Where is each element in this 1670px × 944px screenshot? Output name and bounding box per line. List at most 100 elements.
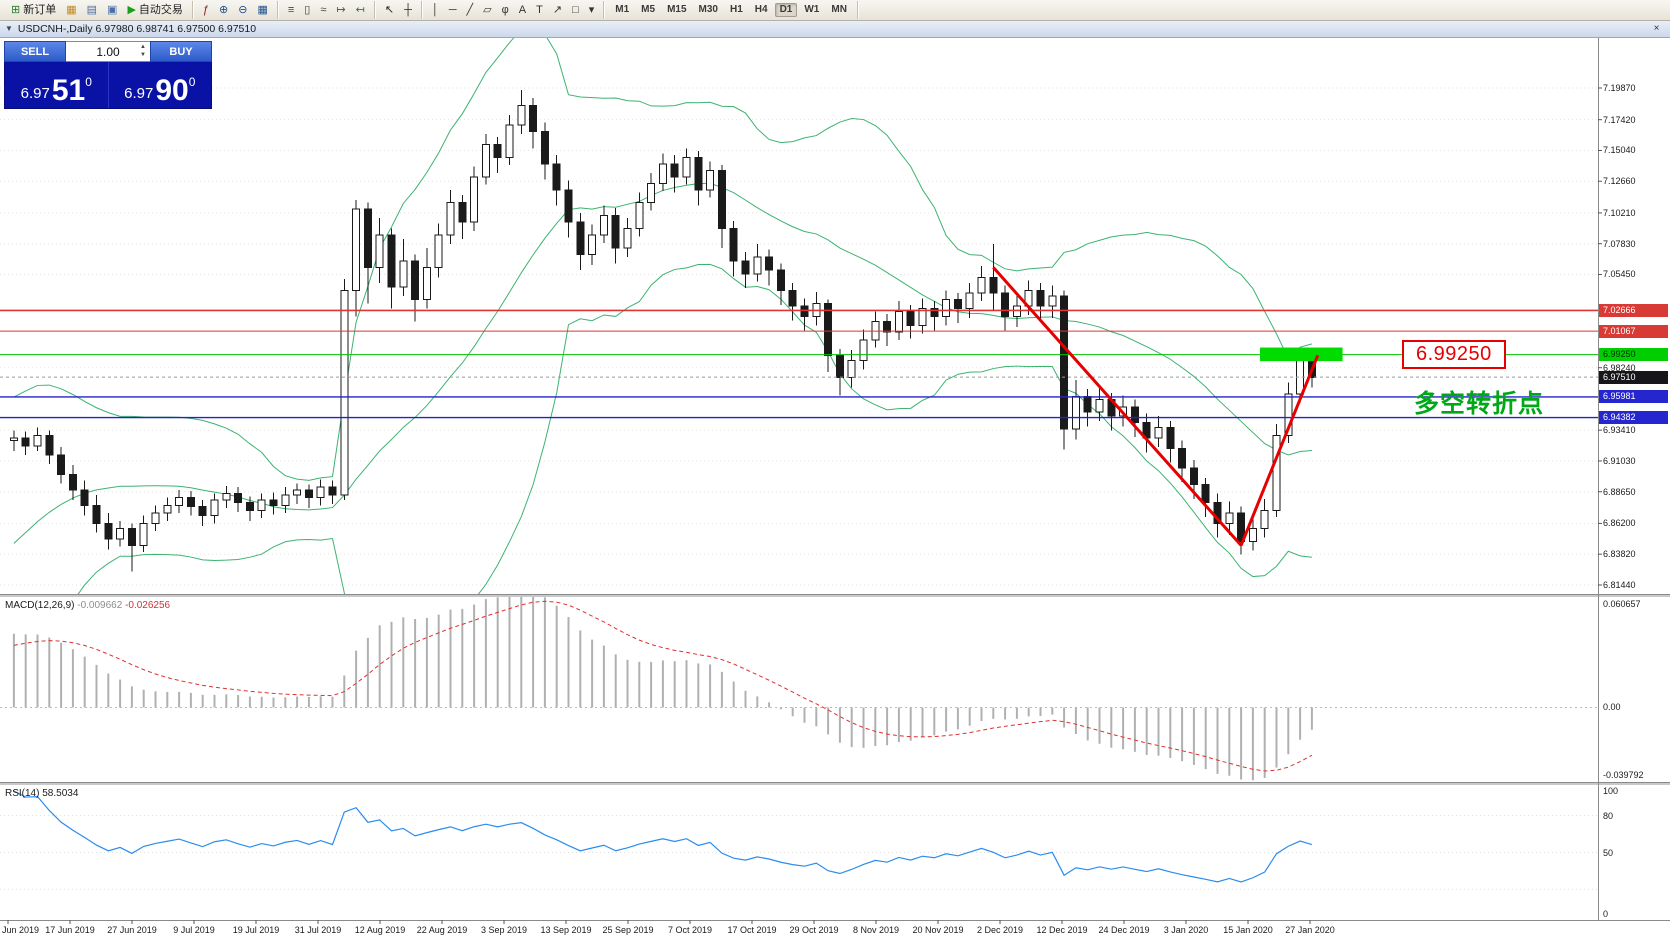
tf-m30-label: M30 [698, 4, 718, 15]
zoom-out-icon[interactable]: ⊖ [234, 3, 251, 18]
resistance-zone-box[interactable] [1259, 347, 1343, 362]
new-order-button-label: 新订单 [23, 3, 57, 16]
lot-value: 1.00 [96, 44, 120, 59]
tf-h4-label: H4 [754, 4, 768, 15]
trendline-2[interactable] [1239, 354, 1320, 546]
buy-price-sup: 0 [188, 75, 196, 89]
fibonacci-icon[interactable]: φ [498, 3, 513, 18]
autotrading-button-label: 自动交易 [138, 3, 183, 16]
sell-button[interactable]: SELL [4, 41, 66, 62]
tf-m30[interactable]: M30 [694, 3, 723, 17]
panel-splitter-1[interactable] [0, 594, 1670, 597]
profiles-icon[interactable]: ▤ [83, 3, 101, 18]
line-chart-icon[interactable]: ≈ [316, 3, 330, 18]
shapes-icon[interactable]: □ [568, 3, 583, 18]
toolbar-group: ↖ ┼ [376, 1, 422, 19]
horizontal-line-icon-glyph: ─ [448, 3, 457, 16]
macd-name: MACD(12,26,9) [5, 600, 75, 611]
tf-m5[interactable]: M5 [636, 3, 660, 17]
tf-h1[interactable]: H1 [725, 3, 748, 17]
toolbar-group: ⊞ 新订单 ▦ ▤ ▣ ▶ 自动交易 [2, 1, 193, 19]
tf-m1[interactable]: M1 [610, 3, 634, 17]
tf-mn[interactable]: MN [826, 3, 852, 17]
charts-icon[interactable]: ▦ [62, 3, 80, 18]
shapes-icon-glyph: □ [572, 3, 579, 16]
toolbar-group: M1 M5 M15 M30 H1 H4 D1 W1 MN [605, 1, 858, 19]
sell-price-panel[interactable]: 6.97 51 0 [5, 62, 109, 108]
trendline-icon-glyph: ╱ [466, 3, 474, 16]
charts-icon-glyph: ▦ [66, 3, 77, 16]
auto-scroll-icon[interactable]: ↦ [332, 3, 349, 18]
arrows-icon[interactable]: ↗ [549, 3, 566, 18]
trendline-icon[interactable]: ╱ [463, 3, 478, 18]
objects-dropdown[interactable]: ▾ [585, 3, 599, 18]
chart-window-title: USDCNH-,Daily 6.97980 6.98741 6.97500 6.… [17, 22, 257, 35]
tile-windows-icon-glyph: ▦ [257, 3, 268, 16]
buy-button[interactable]: BUY [150, 41, 212, 62]
tf-m1-label: M1 [615, 4, 630, 15]
data-window-icon-glyph: ▣ [107, 3, 118, 16]
macd-histogram [12, 597, 1313, 781]
indicators-icon[interactable]: ƒ [199, 3, 213, 18]
trendline-1[interactable] [992, 266, 1243, 547]
vertical-line-icon[interactable]: │ [428, 3, 443, 18]
bollinger-bands [13, 38, 1313, 594]
text-label-icon[interactable]: T [532, 3, 547, 18]
cursor-icon-glyph: ↖ [384, 3, 395, 16]
rsi-line [13, 790, 1313, 883]
bar-chart-icon-glyph: ≡ [287, 3, 295, 16]
tf-m5-label: M5 [641, 4, 656, 15]
buy-price-pips: 90 [155, 73, 189, 107]
horizontal-line-icon[interactable]: ─ [445, 3, 461, 18]
chart-shift-icon[interactable]: ↤ [352, 3, 369, 18]
tf-h4[interactable]: H4 [750, 3, 773, 17]
crosshair-icon-glyph: ┼ [404, 3, 412, 16]
chart-window-icon: ▼ [5, 24, 13, 33]
auto-scroll-icon-glyph: ↦ [336, 3, 346, 16]
tf-w1-label: W1 [804, 4, 820, 15]
tf-m15[interactable]: M15 [662, 3, 691, 17]
macd-signal-value: -0.026256 [125, 600, 171, 611]
price-level-label[interactable]: 6.99250 [1402, 339, 1506, 369]
one-click-trading-panel: SELL 1.00 ▲ ▼ BUY 6.97 51 0 6.97 90 0 [4, 41, 212, 109]
lot-spinner: ▲ ▼ [138, 43, 148, 59]
toolbar-group: ≡ ▯ ≈ ↦ ↤ [279, 1, 375, 19]
zoom-out-icon-glyph: ⊖ [238, 3, 248, 16]
candlestick-chart-icon[interactable]: ▯ [300, 3, 314, 18]
data-window-icon[interactable]: ▣ [103, 3, 121, 18]
arrows-icon-glyph: ↗ [552, 3, 563, 16]
autotrading-button[interactable]: ▶ 自动交易 [123, 3, 186, 18]
lot-decrease-button[interactable]: ▼ [140, 52, 146, 58]
tf-w1[interactable]: W1 [799, 3, 824, 17]
tf-d1-label: D1 [779, 4, 793, 15]
tf-d1[interactable]: D1 [774, 3, 798, 17]
turning-point-note[interactable]: 多空转折点 [1414, 389, 1545, 418]
tile-windows-icon[interactable]: ▦ [253, 3, 271, 18]
new-order-glyph: ⊞ [11, 3, 21, 16]
macd-main-value: -0.009662 [77, 600, 123, 611]
toolbar-groups: ⊞ 新订单 ▦ ▤ ▣ ▶ 自动交易 ƒ ⊕ ⊖ ▦ ≡ ▯ ≈ ↦ ↤ ↖ ┼ │ ─ ╱ ▱ φ A T ↗ □ ▾ M1 M5 M15… [2, 0, 859, 20]
cursor-icon[interactable]: ↖ [381, 3, 398, 18]
tf-m15-label: M15 [667, 4, 687, 15]
rsi-pane-label: RSI(14) 58.5034 [5, 788, 78, 799]
indicators-icon-glyph: ƒ [202, 3, 210, 16]
chart-close-button[interactable]: × [1653, 23, 1660, 34]
lot-increase-button[interactable]: ▲ [140, 44, 146, 50]
tf-h1-label: H1 [729, 4, 743, 15]
text-icon[interactable]: A [515, 3, 530, 18]
sell-price-sup: 0 [85, 75, 92, 89]
candlestick-chart-icon-glyph: ▯ [304, 3, 311, 16]
bar-chart-icon[interactable]: ≡ [284, 3, 298, 18]
sell-price-main: 6.97 [20, 85, 50, 102]
new-order-button[interactable]: ⊞ 新订单 [7, 3, 60, 18]
crosshair-icon[interactable]: ┼ [400, 3, 416, 18]
lot-size-input[interactable]: 1.00 ▲ ▼ [66, 41, 150, 62]
chart-window-titlebar[interactable]: ▼ USDCNH-,Daily 6.97980 6.98741 6.97500 … [0, 20, 1670, 38]
macd-signal-line [13, 600, 1313, 772]
text-icon-glyph: A [518, 3, 527, 16]
channel-icon[interactable]: ▱ [479, 3, 495, 18]
panel-splitter-2[interactable] [0, 782, 1670, 785]
zoom-in-icon[interactable]: ⊕ [215, 3, 232, 18]
buy-price-panel[interactable]: 6.97 90 0 [109, 62, 212, 108]
